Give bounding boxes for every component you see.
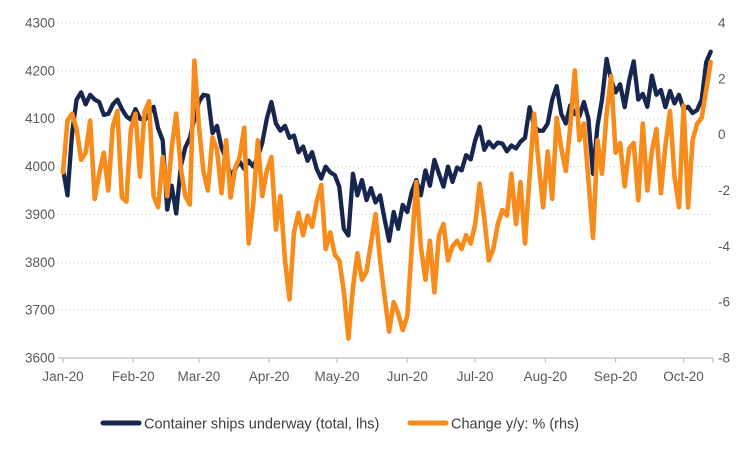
legend-label-container-ships: Container ships underway (total, lhs): [144, 417, 379, 433]
y-axis-left-tick-label: 4100: [25, 111, 55, 126]
y-axis-right-tick-label: -6: [718, 295, 730, 310]
y-axis-left-tick-label: 3700: [25, 303, 55, 318]
container-ships-series-line: [60, 49, 713, 243]
x-axis-month-label: Mar-20: [178, 369, 221, 384]
change-yy-series-line: [60, 58, 713, 341]
y-axis-left-tick-label: 4000: [25, 159, 55, 174]
y-axis-right-tick-label: 0: [718, 127, 726, 142]
y-axis-left-tick-label: 4300: [25, 16, 55, 31]
y-axis-right-tick-label: -8: [718, 351, 730, 366]
x-axis-month-label: Jun-20: [387, 369, 428, 384]
x-axis-month-label: Jan-20: [42, 369, 83, 384]
gridlines: [58, 22, 713, 311]
y-axis-right-labels: 4 2 0 -2 -4 -6 -8: [718, 16, 730, 366]
y-axis-right-tick-label: 2: [718, 71, 726, 86]
x-axis-month-label: Oct-20: [663, 369, 704, 384]
y-axis-left-tick-label: 4200: [25, 63, 55, 78]
y-axis-left-labels: 4300 4200 4100 4000 3900 3800 3700 3600: [25, 16, 55, 366]
x-axis-month-label: Aug-20: [524, 369, 568, 384]
y-axis-left-tick-label: 3600: [25, 351, 55, 366]
legend: Container ships underway (total, lhs) Ch…: [100, 417, 579, 433]
x-axis-month-label: May-20: [315, 369, 360, 384]
legend-label-change-yy: Change y/y: % (rhs): [451, 417, 579, 433]
y-axis-right-tick-label: 4: [718, 16, 726, 31]
x-axis-month-label: Jul-20: [457, 369, 494, 384]
x-axis-month-label: Apr-20: [249, 369, 290, 384]
y-axis-left-tick-label: 3800: [25, 255, 55, 270]
y-axis-right-tick-label: -2: [718, 183, 730, 198]
x-axis: Jan-20 Feb-20 Mar-20 Apr-20 May-20 Jun-20 Jul-…: [42, 357, 714, 384]
y-axis-right-tick-label: -4: [718, 239, 730, 254]
y-axis-left-tick-label: 3900: [25, 207, 55, 222]
series-group: [60, 49, 713, 341]
x-axis-month-label: Sep-20: [594, 369, 638, 384]
x-axis-month-label: Feb-20: [112, 369, 155, 384]
